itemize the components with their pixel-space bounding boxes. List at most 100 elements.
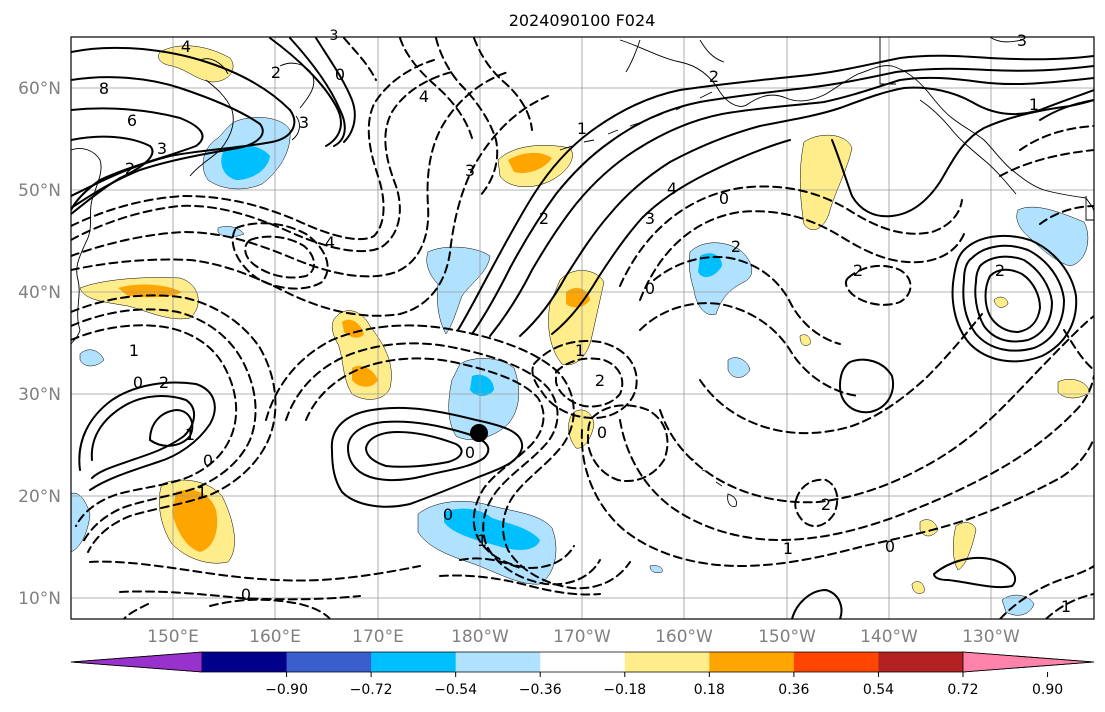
- contour-line: [78, 381, 216, 491]
- lon-label: 140°W: [860, 627, 918, 647]
- lat-label: 20°N: [18, 487, 61, 507]
- contour-line: [999, 565, 1094, 619]
- contour-label: 8: [99, 79, 109, 98]
- contour-line: [974, 255, 1054, 343]
- contour-label: 2: [595, 371, 605, 390]
- contour-line: [346, 420, 490, 482]
- contour-line: [639, 210, 965, 301]
- contour-label: 3: [299, 113, 309, 132]
- colorbar-tick-label: −0.36: [519, 682, 562, 698]
- grid-line: [71, 87, 1094, 599]
- contour-line: [489, 76, 1094, 337]
- colorbar-outline: [70, 651, 1095, 673]
- shade-patch: [221, 145, 270, 180]
- positive-shading: [79, 45, 1091, 594]
- contour-line: [459, 557, 521, 569]
- longitude-labels: 150°E 160°E 170°E 180°W 170°W 160°W 150°…: [147, 627, 1020, 647]
- shade-patch: [1016, 206, 1089, 267]
- lat-label: 30°N: [18, 385, 61, 405]
- colorbar-tick-label: 0.18: [694, 682, 725, 698]
- negative-shading: [71, 117, 1089, 616]
- coastline-asia: [71, 148, 102, 345]
- contour-label: 1: [129, 341, 139, 360]
- contour-line: [639, 302, 859, 397]
- shade-patch: [444, 508, 540, 550]
- contour-line: [315, 37, 356, 143]
- colorbar-tick-label: 0.36: [778, 682, 809, 698]
- colorbar-segment: [793, 652, 879, 672]
- contour-line: [71, 135, 154, 215]
- contour-label: 1: [783, 539, 793, 558]
- contour-line: [89, 560, 421, 582]
- lon-label: 170°W: [553, 627, 611, 647]
- contour-line: [71, 95, 549, 317]
- colorbar-tick-label: 0.90: [1032, 682, 1063, 698]
- contour-label: 4: [325, 233, 335, 252]
- colorbar-tick-label: 0.54: [863, 682, 894, 698]
- contour-label: 2: [853, 261, 863, 280]
- contour-line: [265, 324, 631, 590]
- shade-patch: [71, 226, 1035, 616]
- contour-line: [71, 71, 509, 278]
- contour-line: [71, 76, 264, 209]
- contour-line: [364, 430, 463, 468]
- colorbar-tick-label: −0.54: [434, 682, 477, 698]
- contour-label: 3: [1017, 31, 1027, 50]
- contour-line: [1045, 593, 1094, 619]
- contour-line: [209, 598, 331, 619]
- contour-line: [231, 222, 329, 290]
- contour-line: [580, 429, 1094, 568]
- contour-label: 1: [1061, 597, 1071, 616]
- colorbar-tick-label: −0.90: [265, 682, 308, 698]
- contour-line: [119, 590, 361, 601]
- contour-line: [71, 107, 204, 211]
- contour-line: [71, 308, 257, 545]
- contour-line: [305, 357, 575, 570]
- contour-label: 0: [203, 451, 213, 470]
- map-title: 2024090100 F024: [509, 11, 656, 30]
- contour-line: [699, 313, 983, 435]
- lon-label: 150°W: [758, 627, 816, 647]
- contour-line: [1019, 125, 1094, 151]
- latitude-labels: 60°N 50°N 40°N 30°N 20°N 10°N: [18, 79, 61, 609]
- contour-label: 0: [465, 443, 475, 462]
- contour-line: [123, 603, 149, 619]
- colorbar-segment: [202, 652, 288, 672]
- contour-line: [984, 268, 1042, 334]
- lon-label: 150°E: [147, 627, 199, 647]
- lat-label: 60°N: [18, 79, 61, 99]
- contour-line: [457, 54, 1094, 331]
- contour-line: [932, 556, 1017, 589]
- contour-label: 2: [821, 495, 831, 514]
- shade-patch: [800, 135, 853, 230]
- contour-line: [244, 235, 315, 279]
- contour-line: [435, 37, 499, 197]
- contour-label: 6: [127, 111, 137, 130]
- shade-patch: [919, 519, 939, 537]
- contour-line: [555, 357, 624, 408]
- lon-label: 170°E: [352, 627, 404, 647]
- contour-line: [1039, 99, 1094, 121]
- colorbar-ticks: −0.90 −0.72 −0.54 −0.36 −0.18 0.18 0.36 0.54 0.7…: [265, 672, 1063, 698]
- lon-label: 160°E: [249, 627, 301, 647]
- contour-label: 2: [271, 63, 281, 82]
- contour-line: [619, 185, 963, 287]
- coastline-alaska: [619, 39, 1094, 213]
- lat-label: 40°N: [18, 283, 61, 303]
- contour-label: 0: [133, 373, 143, 392]
- lon-label: 180°W: [451, 627, 509, 647]
- contour-line: [962, 244, 1066, 352]
- contour-label: 4: [667, 179, 677, 198]
- plot-frame: [70, 36, 1095, 620]
- contour-label: 0: [719, 189, 729, 208]
- colorbar-segment: [371, 652, 457, 672]
- coastline-bc: [919, 99, 1094, 221]
- contour-line: [148, 408, 194, 447]
- contour-line: [791, 588, 843, 619]
- shade-patch: [566, 287, 590, 308]
- contour-labels: 4 8 6 3 2 2 0 3 4 3 1 2 4 3 0 2 2 1 0 1 …: [99, 28, 1071, 616]
- contour-label: 1: [575, 341, 585, 360]
- colorbar-tick-label: −0.72: [350, 682, 393, 698]
- contour-line: [471, 65, 1094, 335]
- shade-patch: [508, 152, 552, 174]
